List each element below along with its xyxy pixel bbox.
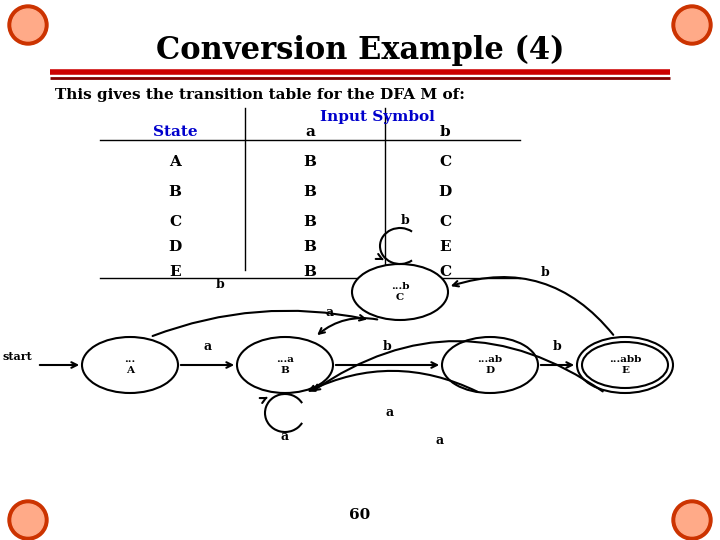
Text: B: B — [304, 155, 317, 169]
Text: a: a — [386, 406, 394, 419]
Text: B: B — [304, 265, 317, 279]
Text: a: a — [305, 125, 315, 139]
Text: E: E — [439, 240, 451, 254]
Text: a: a — [281, 430, 289, 443]
Text: b: b — [400, 213, 410, 226]
Circle shape — [676, 504, 708, 536]
Circle shape — [8, 5, 48, 45]
Text: B: B — [304, 240, 317, 254]
Text: a: a — [326, 306, 334, 319]
Ellipse shape — [442, 337, 538, 393]
Ellipse shape — [237, 337, 333, 393]
Text: start: start — [2, 352, 32, 362]
Text: B: B — [304, 185, 317, 199]
Text: b: b — [383, 341, 392, 354]
Text: ...
A: ... A — [125, 355, 135, 375]
Text: ...a
B: ...a B — [276, 355, 294, 375]
Text: E: E — [169, 265, 181, 279]
Ellipse shape — [352, 264, 448, 320]
Text: b: b — [440, 125, 450, 139]
Circle shape — [676, 9, 708, 41]
Text: State: State — [153, 125, 197, 139]
Text: C: C — [439, 265, 451, 279]
Text: b: b — [215, 279, 225, 292]
Text: a: a — [204, 341, 212, 354]
Text: This gives the transition table for the DFA M of:: This gives the transition table for the … — [55, 88, 465, 102]
Text: C: C — [169, 215, 181, 229]
Ellipse shape — [577, 337, 673, 393]
Text: C: C — [439, 215, 451, 229]
Circle shape — [12, 504, 44, 536]
Circle shape — [12, 9, 44, 41]
Text: b: b — [553, 341, 562, 354]
Text: B: B — [304, 215, 317, 229]
Text: D: D — [168, 240, 181, 254]
Circle shape — [672, 5, 712, 45]
Text: Conversion Example (4): Conversion Example (4) — [156, 35, 564, 66]
Circle shape — [672, 500, 712, 540]
Text: b: b — [541, 266, 549, 279]
Text: 60: 60 — [349, 508, 371, 522]
Text: ...b
C: ...b C — [391, 282, 409, 302]
Text: a: a — [436, 434, 444, 447]
Text: Input Symbol: Input Symbol — [320, 110, 435, 124]
Text: D: D — [438, 185, 451, 199]
Text: B: B — [168, 185, 181, 199]
Text: C: C — [439, 155, 451, 169]
Circle shape — [8, 500, 48, 540]
Text: ...ab
D: ...ab D — [477, 355, 503, 375]
Text: ...abb
E: ...abb E — [609, 355, 642, 375]
Text: A: A — [169, 155, 181, 169]
Ellipse shape — [82, 337, 178, 393]
